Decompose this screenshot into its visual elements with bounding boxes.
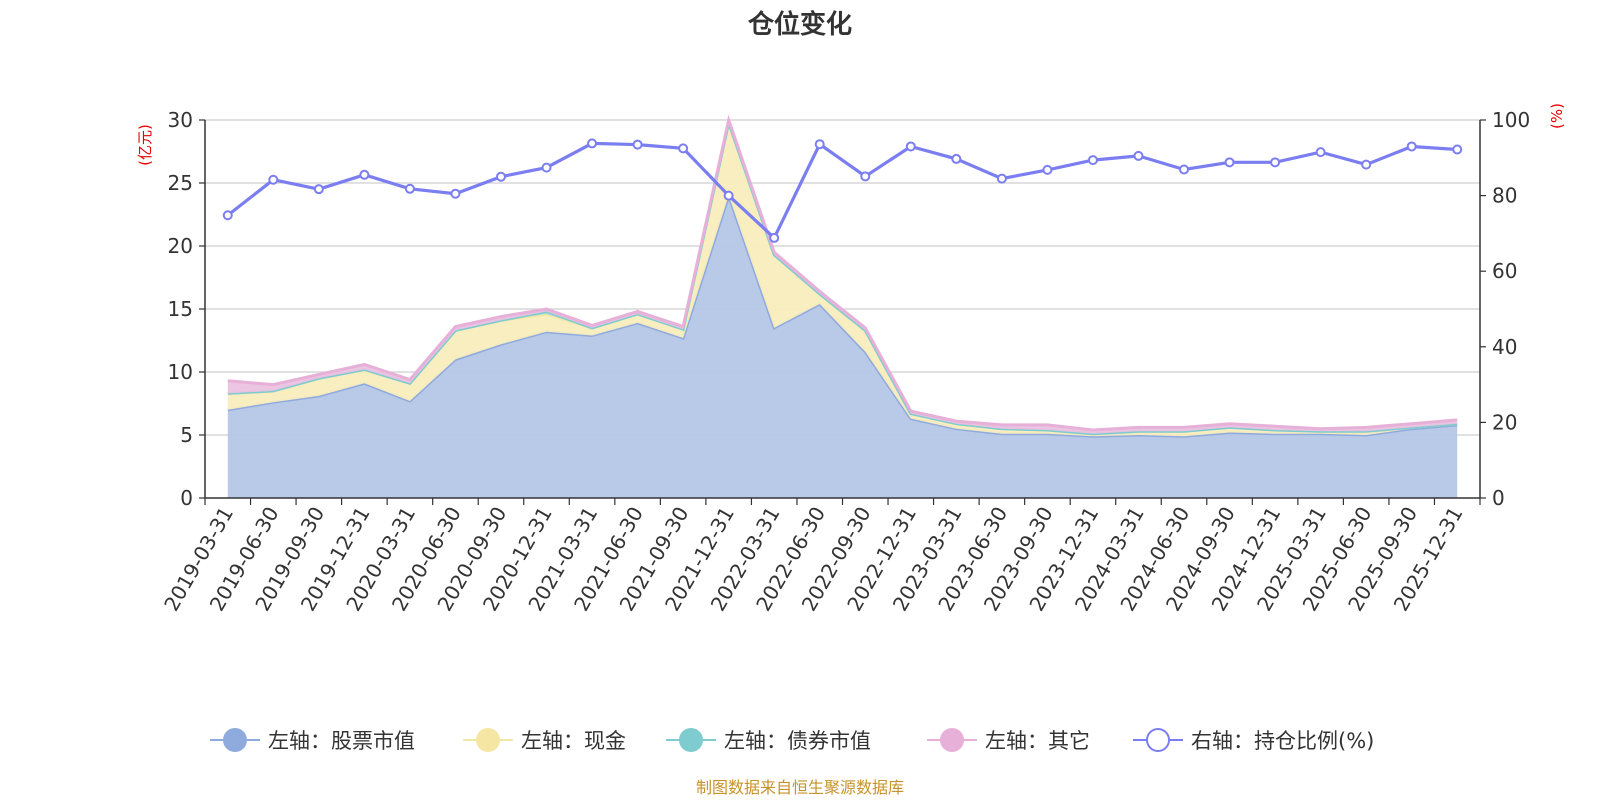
ratio-point (495, 171, 506, 182)
legend-label: 左轴：股票市值 (268, 729, 415, 753)
left-axis-unit: (亿元) (136, 124, 154, 166)
ratio-point (404, 183, 415, 194)
ratio-point (222, 210, 233, 221)
ratio-point (313, 184, 324, 195)
ratio-line-series (222, 138, 1463, 243)
ratio-line (226, 141, 1458, 241)
ratio-point (359, 169, 370, 180)
ratio-point (905, 141, 916, 152)
legend-label: 左轴：其它 (985, 729, 1090, 753)
left-tick-label: 20 (168, 234, 193, 258)
ratio-point (587, 138, 598, 149)
legend-label: 左轴：现金 (521, 729, 626, 753)
footer-source: 制图数据来自恒生聚源数据库 (696, 778, 904, 797)
ratio-point (1270, 157, 1281, 168)
legend-marker (1146, 728, 1170, 752)
ratio-point (1224, 157, 1235, 168)
legend-marker (679, 728, 703, 752)
legend-marker (223, 728, 247, 752)
ratio-point (1087, 155, 1098, 166)
ratio-point (268, 174, 279, 185)
legend-marker (940, 728, 964, 752)
ratio-point (632, 139, 643, 150)
ratio-point (723, 190, 734, 201)
right-tick-label: 100 (1492, 108, 1530, 132)
ratio-point (1179, 164, 1190, 175)
legend-label: 右轴：持仓比例(%) (1191, 729, 1374, 753)
left-tick-label: 5 (180, 423, 193, 447)
ratio-point (678, 143, 689, 154)
area-fill-股票市值 (227, 195, 1458, 498)
right-axis-unit: (%) (1548, 103, 1566, 129)
chart-title: 仓位变化 (747, 9, 852, 40)
area-edge-其它 (227, 114, 1458, 432)
right-tick-label: 20 (1492, 410, 1517, 434)
ratio-point (996, 173, 1007, 184)
left-tick-label: 10 (168, 360, 193, 384)
left-tick-label: 15 (168, 297, 193, 321)
ratio-point (951, 153, 962, 164)
ratio-point (1361, 159, 1372, 170)
legend-marker (476, 728, 500, 752)
legend: 左轴：股票市值 左轴：现金 左轴：债券市值 左轴：其它 右轴：持仓比例(%) (210, 728, 1374, 753)
area-layers (227, 114, 1458, 498)
ratio-point (1406, 141, 1417, 152)
ratio-point (541, 162, 552, 173)
ratio-point (860, 171, 871, 182)
left-tick-label: 25 (168, 171, 193, 195)
ratio-point (1133, 150, 1144, 161)
legend-label: 左轴：债券市值 (724, 729, 871, 753)
ratio-point (450, 188, 461, 199)
left-tick-label: 30 (168, 108, 193, 132)
ratio-point (1315, 147, 1326, 158)
right-tick-label: 0 (1492, 486, 1505, 510)
ratio-point (1452, 144, 1463, 155)
right-tick-label: 80 (1492, 184, 1517, 208)
right-tick-label: 40 (1492, 335, 1517, 359)
right-tick-label: 60 (1492, 259, 1517, 283)
ratio-point (769, 232, 780, 243)
left-tick-label: 0 (180, 486, 193, 510)
ratio-point (814, 139, 825, 150)
ratio-point (1042, 164, 1053, 175)
